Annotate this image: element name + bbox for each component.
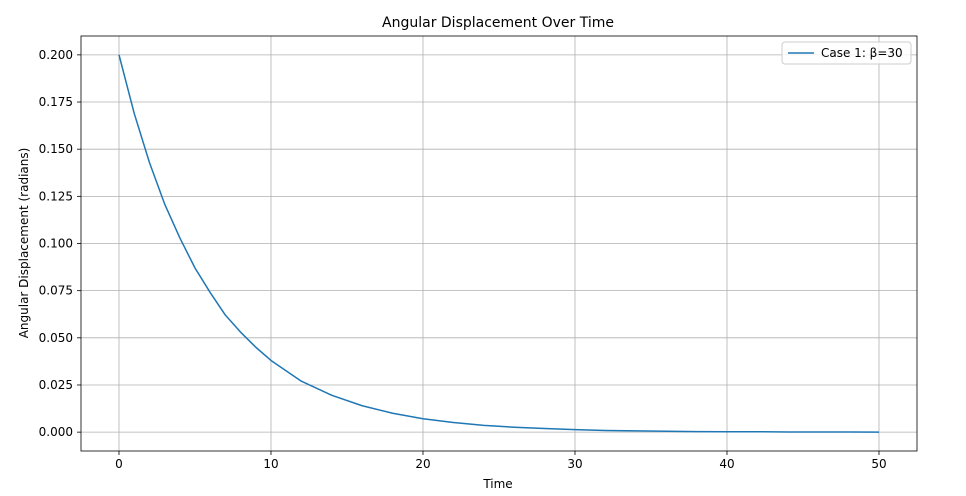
- x-tick-label: 40: [719, 457, 734, 471]
- y-axis-label: Angular Displacement (radians): [17, 148, 31, 339]
- x-tick-label: 0: [115, 457, 123, 471]
- y-tick-label: 0.025: [39, 378, 73, 392]
- y-tick-label: 0.150: [39, 142, 73, 156]
- axes-ticks: 0 10 20 30 40 50 0.000 0.025 0.050 0.075 0.100 0.12…: [39, 48, 887, 471]
- y-tick-label: 0.075: [39, 284, 73, 298]
- y-tick-label: 0.200: [39, 48, 73, 62]
- legend-box: [781, 41, 912, 65]
- chart-title: Angular Displacement Over Time: [382, 15, 614, 31]
- x-tick-label: 10: [263, 457, 278, 471]
- x-axis-label: Time: [482, 477, 512, 491]
- x-tick-label: 30: [567, 457, 582, 471]
- legend-entry-label: Case 1: β=30: [821, 46, 903, 60]
- y-tick-label: 0.125: [39, 189, 73, 203]
- y-tick-label: 0.000: [39, 425, 73, 439]
- series-line-0: [118, 54, 880, 433]
- y-tick-label: 0.175: [39, 95, 73, 109]
- y-tick-label: 0.100: [39, 237, 73, 251]
- grid: [81, 36, 917, 451]
- legend: Case 1: β=30: [781, 41, 912, 65]
- x-tick-label: 20: [415, 457, 430, 471]
- x-tick-label: 50: [871, 457, 886, 471]
- series-layer: [118, 54, 880, 433]
- y-tick-label: 0.050: [39, 331, 73, 345]
